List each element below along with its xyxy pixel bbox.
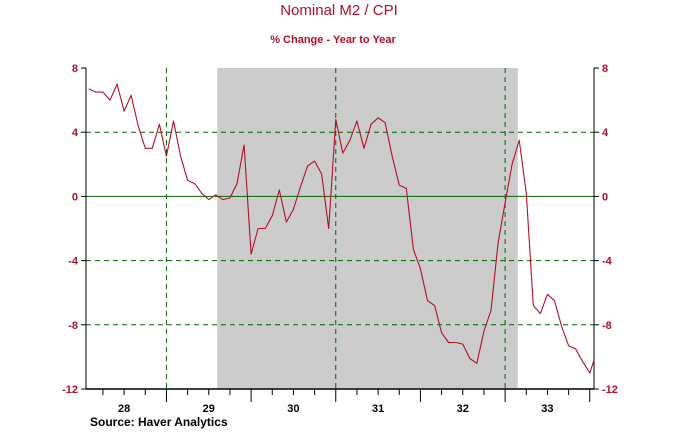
y-tick-label-left: 8 [72,63,78,75]
x-tick-label-32: 32 [457,403,469,415]
x-tick-label-30: 30 [287,403,299,415]
y-tick-label-right: 8 [602,63,608,75]
y-tick-label-right: 4 [602,127,609,139]
x-tick-label-31: 31 [372,403,384,415]
y-tick-label-left: -8 [68,320,78,332]
x-tick-label-33: 33 [541,403,553,415]
plot-area: 8 8 4 4 0 0 -4 -4 -8 -8 -12 -12 28 29 30 31 32 33 [62,63,618,415]
x-tick-label-28: 28 [118,403,130,415]
source-note: Source: Haver Analytics [90,415,228,429]
x-tick-label-29: 29 [203,403,215,415]
y-tick-label-left: -12 [62,384,78,396]
y-tick-label-left: 4 [72,127,79,139]
recession-shading-0 [217,68,518,389]
series-line-0 [88,83,595,374]
y-tick-label-right: 0 [602,191,608,203]
y-tick-label-right: -12 [602,384,618,396]
y-tick-label-left: -4 [68,256,79,268]
y-tick-label-left: 0 [72,191,78,203]
y-tick-label-right: -4 [602,256,613,268]
chart-title: Nominal M2 / CPI [280,2,398,19]
chart-subtitle: % Change - Year to Year [270,34,396,46]
y-tick-label-right: -8 [602,320,612,332]
